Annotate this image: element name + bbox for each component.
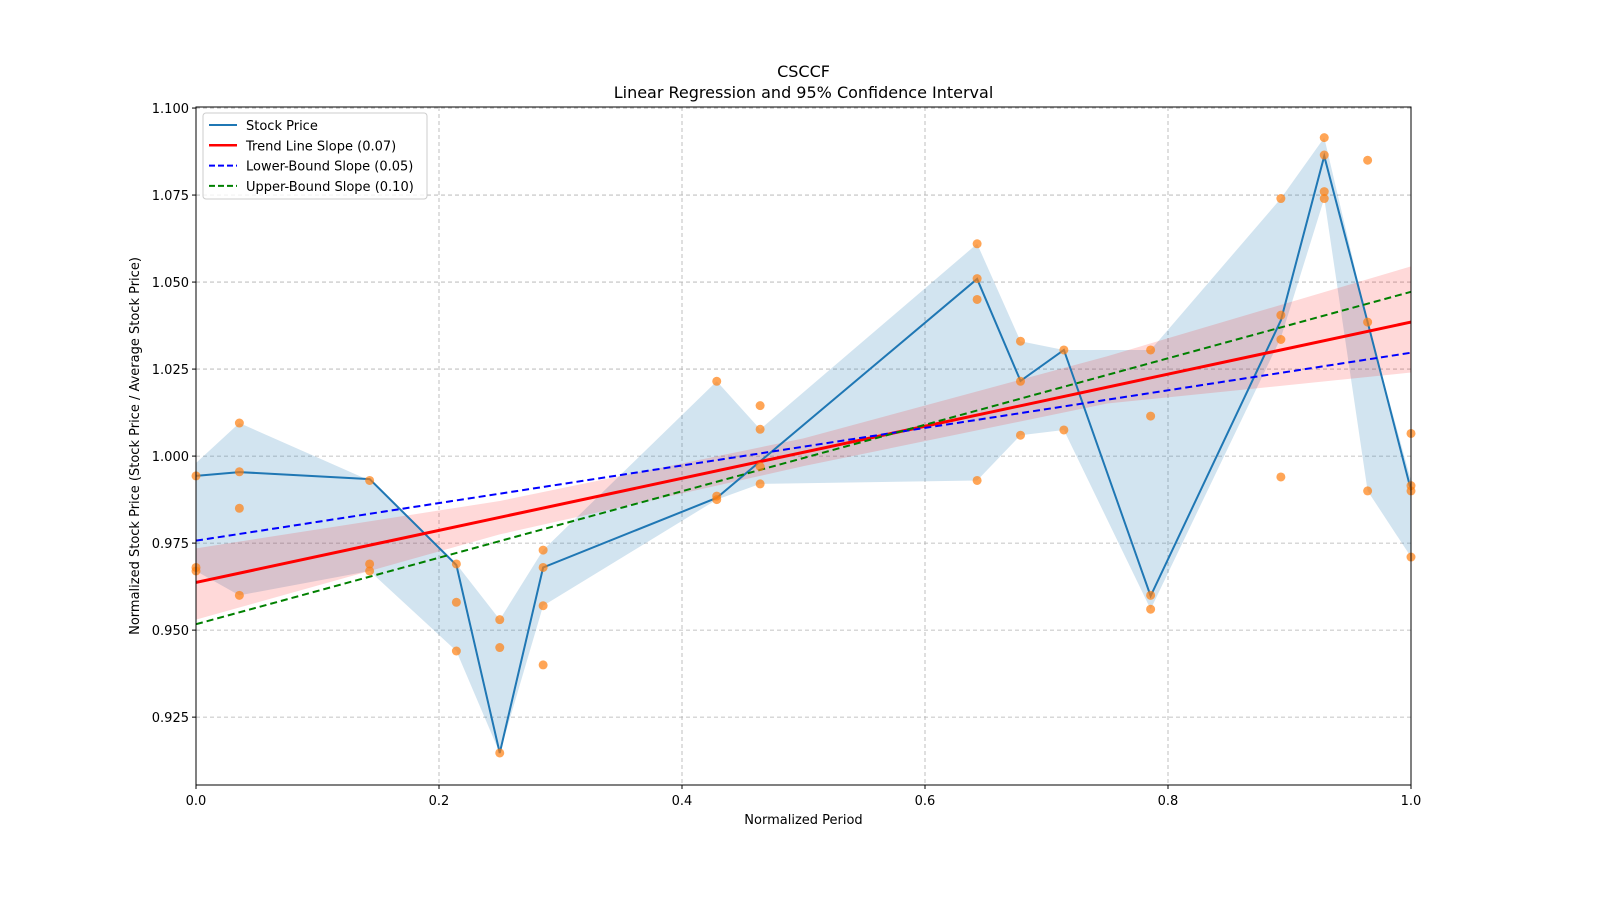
scatter-point bbox=[1146, 590, 1156, 600]
scatter-point bbox=[451, 559, 461, 569]
scatter-point bbox=[365, 559, 375, 569]
y-axis-label: Normalized Stock Price (Stock Price / Av… bbox=[128, 257, 143, 635]
x-tick-label: 0.8 bbox=[1158, 794, 1179, 809]
scatter-point bbox=[1319, 133, 1329, 143]
scatter-point bbox=[972, 294, 982, 304]
axis-ticks: 0.0 0.2 0.4 0.6 0.8 1.0 0.925 0.950 0.975 1.000 1.… bbox=[152, 102, 1422, 809]
scatter-point bbox=[1276, 194, 1286, 204]
scatter-point bbox=[538, 660, 548, 670]
scatter-point bbox=[234, 467, 244, 477]
scatter-point bbox=[365, 566, 375, 576]
y-tick-label: 1.050 bbox=[152, 276, 189, 291]
stock-confidence-band bbox=[196, 137, 1411, 753]
legend-label: Trend Line Slope (0.07) bbox=[245, 139, 396, 154]
scatter-point bbox=[495, 615, 505, 625]
x-axis-label: Normalized Period bbox=[744, 813, 862, 828]
legend-box bbox=[202, 112, 428, 200]
y-tick-label: 0.950 bbox=[152, 624, 189, 639]
scatter-point bbox=[1146, 604, 1156, 614]
x-tick-label: 0.0 bbox=[186, 794, 207, 809]
scatter-point bbox=[538, 545, 548, 555]
scatter-point bbox=[1015, 430, 1025, 440]
scatter-point bbox=[1276, 334, 1286, 344]
scatter-point bbox=[538, 562, 548, 572]
scatter-point bbox=[1015, 376, 1025, 386]
scatter-points bbox=[191, 133, 1416, 758]
confidence-bands bbox=[196, 137, 1411, 753]
scatter-point bbox=[1363, 486, 1373, 496]
scatter-point bbox=[972, 239, 982, 249]
scatter-point bbox=[1146, 411, 1156, 421]
scatter-point bbox=[755, 479, 765, 489]
scatter-point bbox=[1146, 345, 1156, 355]
scatter-point bbox=[755, 462, 765, 472]
legend-label: Lower-Bound Slope (0.05) bbox=[246, 160, 413, 175]
scatter-point bbox=[1276, 472, 1286, 482]
scatter-point bbox=[972, 475, 982, 485]
trend-confidence-band bbox=[196, 266, 1411, 620]
scatter-point bbox=[1015, 336, 1025, 346]
scatter-point bbox=[451, 597, 461, 607]
scatter-point bbox=[1319, 194, 1329, 204]
y-tick-label: 0.975 bbox=[152, 537, 189, 552]
scatter-point bbox=[755, 401, 765, 411]
scatter-point bbox=[495, 748, 505, 758]
x-tick-label: 0.4 bbox=[672, 794, 693, 809]
scatter-point bbox=[451, 646, 461, 656]
trend-line bbox=[195, 320, 1412, 584]
scatter-point bbox=[755, 424, 765, 434]
legend-label: Stock Price bbox=[246, 119, 318, 134]
scatter-point bbox=[1059, 425, 1069, 435]
x-tick-label: 0.2 bbox=[429, 794, 450, 809]
scatter-point bbox=[712, 376, 722, 386]
y-tick-label: 1.100 bbox=[152, 102, 189, 117]
scatter-point bbox=[234, 503, 244, 513]
scatter-point bbox=[1363, 155, 1373, 165]
y-tick-label: 1.000 bbox=[152, 450, 189, 465]
scatter-point bbox=[1319, 187, 1329, 197]
scatter-point bbox=[234, 418, 244, 428]
scatter-point bbox=[1059, 345, 1069, 355]
scatter-point bbox=[234, 590, 244, 600]
x-tick-label: 1.0 bbox=[1401, 794, 1422, 809]
scatter-point bbox=[495, 643, 505, 653]
scatter-point bbox=[1363, 317, 1373, 327]
plot-frame bbox=[195, 106, 1412, 786]
x-tick-label: 0.6 bbox=[915, 794, 936, 809]
y-tick-label: 1.075 bbox=[152, 189, 189, 204]
legend-label: Upper-Bound Slope (0.10) bbox=[246, 180, 414, 195]
chart-title: CSCCF bbox=[777, 62, 830, 81]
y-tick-label: 0.925 bbox=[152, 711, 189, 726]
upper-bound-line bbox=[195, 290, 1412, 626]
scatter-point bbox=[1319, 150, 1329, 160]
y-tick-label: 1.025 bbox=[152, 363, 189, 378]
scatter-point bbox=[1276, 310, 1286, 320]
scatter-point bbox=[538, 601, 548, 611]
legend: Stock Price Trend Line Slope (0.07) Lower-… bbox=[202, 112, 428, 200]
scatter-point bbox=[972, 274, 982, 284]
scatter-point bbox=[365, 475, 375, 485]
lower-bound-line bbox=[195, 351, 1412, 542]
chart-subtitle: Linear Regression and 95% Confidence Int… bbox=[614, 83, 994, 102]
scatter-point bbox=[712, 495, 722, 505]
